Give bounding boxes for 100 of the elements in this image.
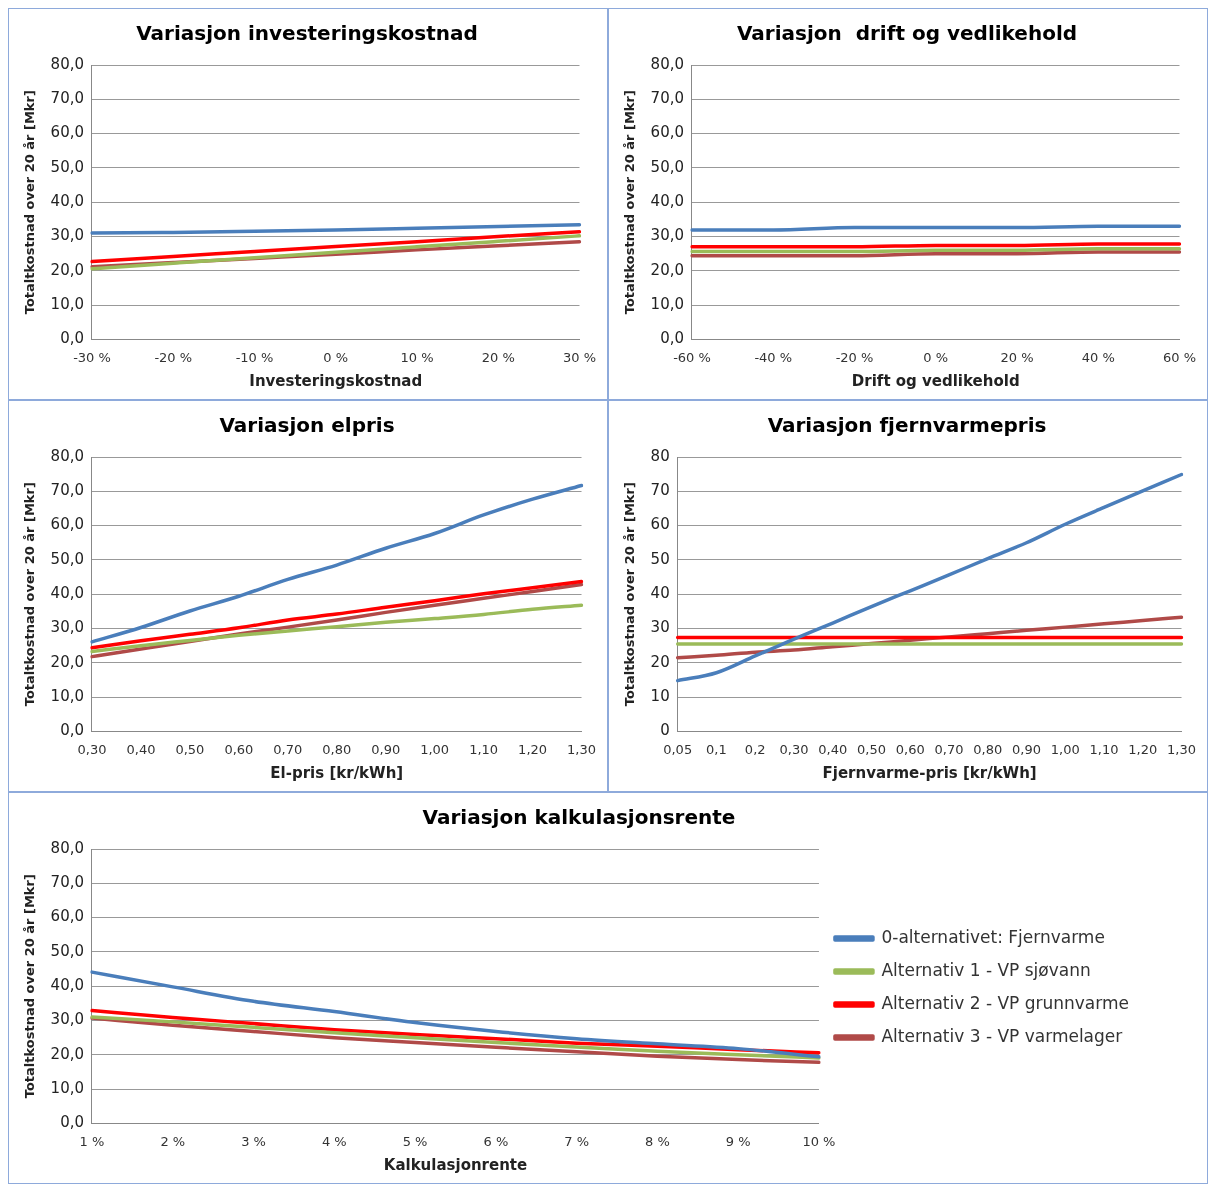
y-tick-label: 40,0 <box>50 192 84 211</box>
y-tick-label: 0,0 <box>60 721 84 740</box>
y-tick-label: 50 <box>650 549 670 568</box>
chart-title: Variasjon investeringskostnad <box>136 21 478 46</box>
y-tick-label: 60,0 <box>50 907 84 926</box>
x-tick-label: 0 % <box>923 349 949 365</box>
x-tick-label: 1,10 <box>1089 741 1119 757</box>
y-tick-label: 30,0 <box>50 618 84 637</box>
x-tick-label: 1,10 <box>469 741 499 757</box>
chart-title: Variasjon drift og vedlikehold <box>736 21 1078 46</box>
line-series <box>90 483 584 644</box>
y-tick-label: 30,0 <box>50 1010 84 1029</box>
y-tick-label: 80,0 <box>50 838 84 857</box>
x-tick-label: 2 % <box>160 1133 186 1149</box>
x-tick-label: 6 % <box>483 1133 509 1149</box>
y-tick-label: 80 <box>650 446 670 465</box>
x-axis-title: Fjernvarme-pris [kr/kWh] <box>822 763 1037 782</box>
x-tick-label: 0,90 <box>371 741 401 757</box>
x-tick-label: 7 % <box>564 1133 590 1149</box>
x-tick-label: 20 % <box>481 349 515 365</box>
line-series <box>90 970 821 1059</box>
x-tick-label: 0,70 <box>934 741 964 757</box>
y-tick-label: 0,0 <box>60 329 84 348</box>
line-series <box>90 603 584 654</box>
y-tick-label: 70,0 <box>650 89 684 108</box>
y-tick-label: 80,0 <box>50 54 84 73</box>
x-axis-title: Drift og vedlikehold <box>851 371 1020 390</box>
x-tick-label: 0,80 <box>973 741 1003 757</box>
legend-label: Alternativ 1 - VP sjøvann <box>881 959 1091 980</box>
y-tick-label: 30,0 <box>650 226 684 245</box>
y-tick-label: 40 <box>650 584 670 603</box>
y-tick-label: 40,0 <box>50 584 84 603</box>
line-series <box>90 229 582 264</box>
y-tick-label: 50,0 <box>50 549 84 568</box>
x-tick-label: -30 % <box>73 349 111 365</box>
y-tick-label: 40,0 <box>50 976 84 995</box>
x-tick-label: -10 % <box>235 349 274 365</box>
legend-label: 0-alternativet: Fjernvarme <box>881 926 1105 947</box>
y-tick-label: 60 <box>650 515 670 534</box>
y-tick-label: 50,0 <box>50 157 84 176</box>
x-tick-label: 1,20 <box>1128 741 1158 757</box>
y-tick-label: 70 <box>650 481 670 500</box>
x-tick-label: 5 % <box>402 1133 428 1149</box>
x-tick-label: -60 % <box>673 349 711 365</box>
y-tick-label: 50,0 <box>650 157 684 176</box>
x-tick-label: -40 % <box>754 349 793 365</box>
y-tick-label: 60,0 <box>50 515 84 534</box>
x-tick-label: 0,80 <box>322 741 352 757</box>
chart-title: Variasjon kalkulasjonsrente <box>422 805 736 830</box>
y-tick-label: 60,0 <box>650 123 684 142</box>
x-tick-label: -20 % <box>154 349 193 365</box>
x-tick-label: 20 % <box>1000 349 1034 365</box>
x-tick-label: 0,70 <box>273 741 303 757</box>
x-tick-label: 10 % <box>400 349 434 365</box>
legend-label: Alternativ 3 - VP varmelager <box>881 1025 1123 1046</box>
x-tick-label: 0,1 <box>706 741 727 757</box>
x-tick-label: 1,30 <box>1167 741 1196 757</box>
line-series <box>675 472 1184 683</box>
y-tick-label: 10,0 <box>50 294 84 313</box>
x-tick-label: 30 % <box>562 349 596 365</box>
x-tick-label: 0,90 <box>1012 741 1041 757</box>
x-tick-label: 0,05 <box>663 741 693 757</box>
x-tick-label: 3 % <box>241 1133 266 1149</box>
x-axis-title: Investeringskostnad <box>249 371 423 390</box>
y-tick-label: 30,0 <box>50 226 84 245</box>
x-tick-label: 0 % <box>323 349 349 365</box>
y-tick-label: 40,0 <box>650 192 684 211</box>
chart-title: Variasjon elpris <box>219 413 395 438</box>
x-tick-label: 1,00 <box>420 741 450 757</box>
x-tick-label: 0,60 <box>224 741 254 757</box>
y-tick-label: 30 <box>650 618 670 637</box>
y-tick-label: 70,0 <box>50 89 84 108</box>
x-tick-label: 0,50 <box>175 741 205 757</box>
y-tick-label: 0,0 <box>660 329 684 348</box>
x-tick-label: 9 % <box>725 1133 751 1149</box>
y-tick-label: 20,0 <box>650 260 684 279</box>
y-tick-label: 20 <box>650 652 670 671</box>
y-axis-title: Totaltkostnad over 20 år [Mkr] <box>22 90 38 315</box>
y-tick-label: 10,0 <box>650 294 684 313</box>
y-tick-label: 50,0 <box>50 941 84 960</box>
line-series <box>90 223 582 235</box>
y-tick-label: 10,0 <box>50 686 84 705</box>
y-tick-label: 60,0 <box>50 123 84 142</box>
x-tick-label: 60 % <box>1162 349 1196 365</box>
x-axis-title: Kalkulasjonrente <box>383 1155 528 1174</box>
y-tick-label: 20,0 <box>50 1044 84 1063</box>
chart-title: Variasjon fjernvarmepris <box>767 413 1047 438</box>
legend-label: Alternativ 2 - VP grunnvarme <box>881 992 1129 1013</box>
y-axis-title: Totaltkostnad over 20 år [Mkr] <box>22 874 38 1099</box>
x-tick-label: 40 % <box>1081 349 1115 365</box>
x-tick-label: -20 % <box>835 349 874 365</box>
x-tick-label: 0,30 <box>77 741 107 757</box>
y-tick-label: 80,0 <box>50 446 84 465</box>
x-tick-label: 0,2 <box>744 741 766 757</box>
y-axis-title: Totaltkostnad over 20 år [Mkr] <box>22 482 38 707</box>
y-tick-label: 10,0 <box>50 1078 84 1097</box>
y-tick-label: 70,0 <box>50 481 84 500</box>
x-tick-label: 4 % <box>321 1133 347 1149</box>
x-tick-label: 0,30 <box>779 741 809 757</box>
x-tick-label: 0,60 <box>895 741 925 757</box>
